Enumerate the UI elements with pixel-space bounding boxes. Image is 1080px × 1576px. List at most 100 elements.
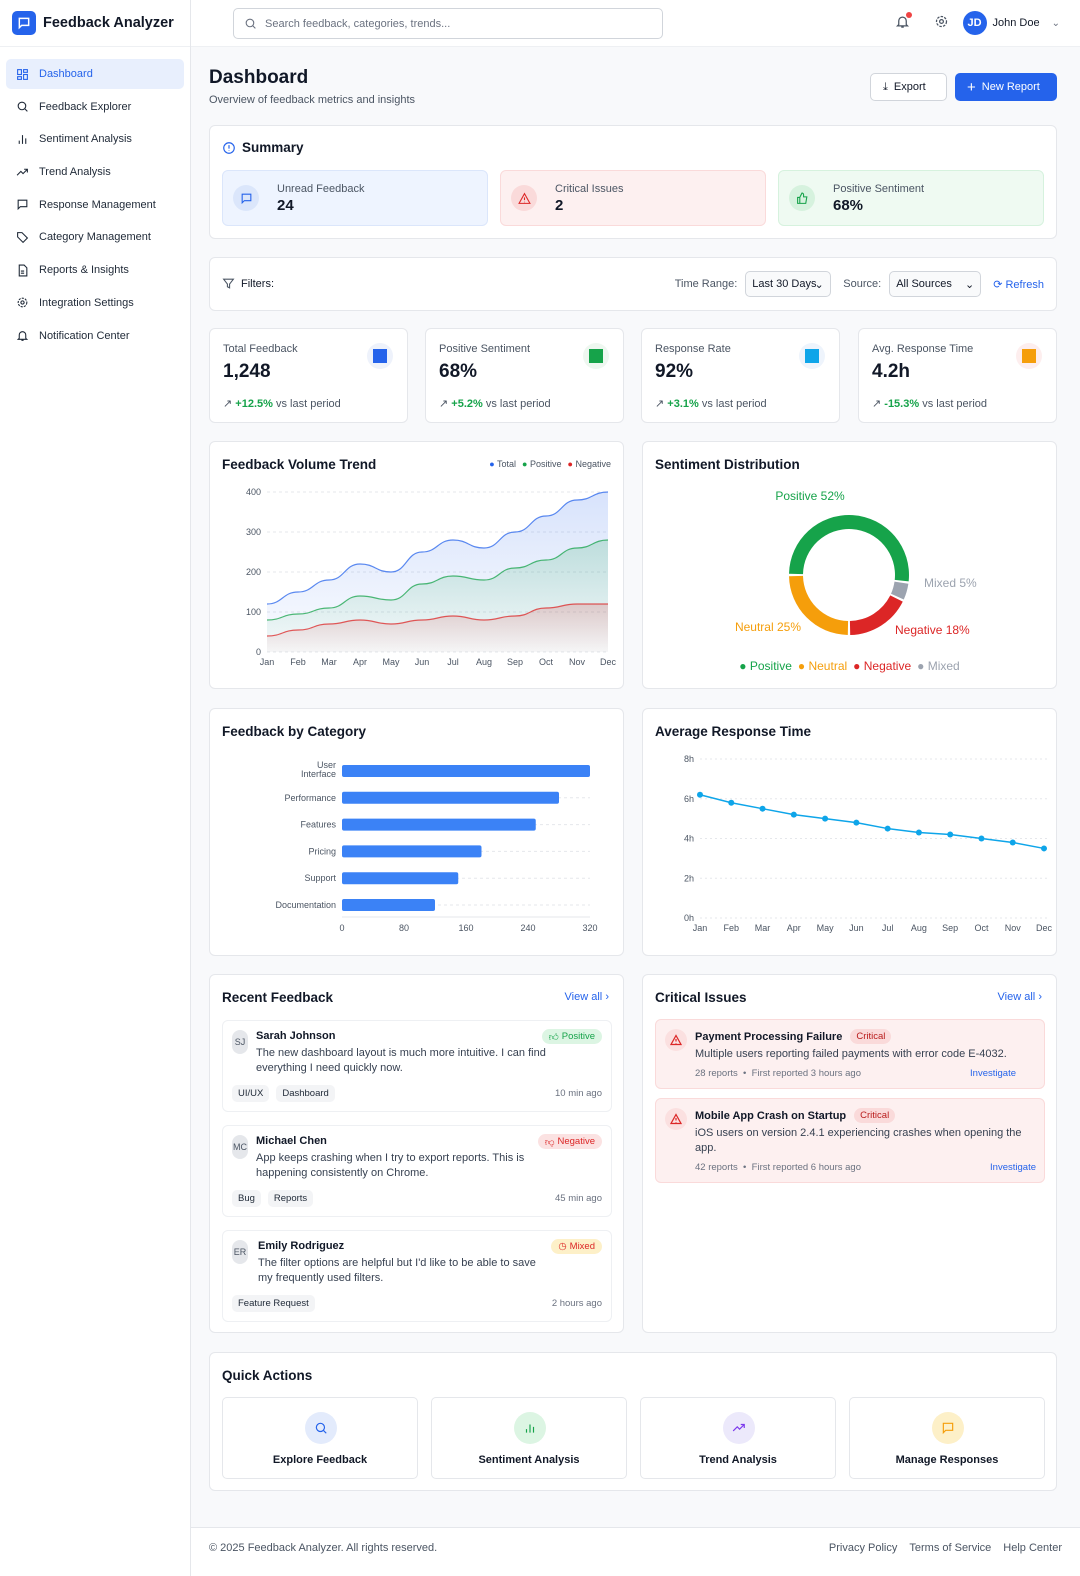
view-all-link[interactable]: View all › xyxy=(565,991,609,1003)
feedback-item[interactable]: ER Emily Rodriguez The filter options ar… xyxy=(222,1230,612,1322)
avatar: JD xyxy=(962,11,987,35)
metric-delta: ↗ +3.1% vs last period xyxy=(655,398,767,410)
slice-label: Negative 18% xyxy=(895,623,970,637)
tag[interactable]: Reports xyxy=(267,1190,314,1207)
sidebar-item-feedback-explorer[interactable]: Feedback Explorer xyxy=(6,92,184,122)
sidebar-item-reports-insights[interactable]: Reports & Insights xyxy=(6,255,184,285)
quick-actions-card: Quick Actions Explore Feedback Sentiment… xyxy=(209,1352,1057,1491)
alert-triangle-icon xyxy=(665,1029,687,1051)
footer-link-privacy[interactable]: Privacy Policy xyxy=(828,1542,898,1554)
y-tick-label: 2h xyxy=(684,873,694,883)
sidebar-item-integration-settings[interactable]: Integration Settings xyxy=(6,288,184,318)
view-all-link[interactable]: View all › xyxy=(998,991,1042,1003)
line-total xyxy=(266,491,609,605)
tag[interactable]: Dashboard xyxy=(276,1085,335,1102)
refresh-button[interactable]: ⟳ Refresh xyxy=(993,278,1044,291)
legend-label: Mixed xyxy=(927,659,960,673)
view-all-label: View all xyxy=(564,991,603,1003)
legend-label: Negative xyxy=(575,459,611,469)
avatar: SJ xyxy=(232,1030,248,1054)
quick-action-label: Manage Responses xyxy=(895,1454,999,1466)
x-tick-label: Jul xyxy=(447,657,459,667)
quick-action-trend-analysis[interactable]: Trend Analysis xyxy=(640,1397,836,1479)
metric-label: Total Feedback xyxy=(223,343,298,355)
sidebar-item-response-management[interactable]: Response Management xyxy=(6,190,184,220)
summary-unread[interactable]: Unread Feedback 24 xyxy=(222,170,488,226)
user-menu[interactable]: JD John Doe ⌄ xyxy=(962,11,1060,35)
x-tick-label: Jun xyxy=(415,657,430,667)
tag[interactable]: Feature Request xyxy=(232,1295,315,1312)
data-point xyxy=(884,825,891,832)
time-range-select[interactable]: Last 30 Days ⌄ xyxy=(745,271,832,297)
y-tick-label: 400 xyxy=(246,487,261,497)
summary-label: Critical Issues xyxy=(555,182,624,195)
delta-value: -15.3% xyxy=(884,398,920,410)
metric-value: 92% xyxy=(655,361,694,382)
critical-issue-item[interactable]: Payment Processing Failure Critical Multi… xyxy=(655,1019,1045,1089)
delta-suffix: vs last period xyxy=(275,398,341,410)
filters-bar: Filters: Time Range: Last 30 Days ⌄ Sourc… xyxy=(209,257,1057,311)
summary-positive[interactable]: Positive Sentiment 68% xyxy=(778,170,1044,226)
sidebar-item-trend-analysis[interactable]: Trend Analysis xyxy=(6,157,184,187)
issue-text: Multiple users reporting failed payments… xyxy=(695,1048,1007,1060)
quick-action-manage-responses[interactable]: Manage Responses xyxy=(849,1397,1045,1479)
quick-action-sentiment-analysis[interactable]: Sentiment Analysis xyxy=(431,1397,627,1479)
tag[interactable]: Bug xyxy=(232,1190,261,1207)
y-tick-label: 4h xyxy=(684,834,694,844)
new-report-button[interactable]: + New Report xyxy=(955,73,1057,101)
user-name: John Doe xyxy=(992,17,1040,29)
y-tick-label: 0h xyxy=(684,913,694,923)
export-button[interactable]: ⤓ Export xyxy=(870,73,947,101)
legend-label: Neutral xyxy=(808,659,848,673)
critical-issues-card: Critical Issues View all › Payment Proce… xyxy=(642,974,1057,1333)
investigate-link[interactable]: Investigate xyxy=(970,1068,1016,1079)
sentiment-badge: 👎︎ Negative xyxy=(537,1134,602,1149)
metric-square-icon xyxy=(367,343,393,369)
quick-action-label: Trend Analysis xyxy=(699,1454,777,1466)
notifications-button[interactable] xyxy=(895,12,912,32)
tag[interactable]: UI/UX xyxy=(232,1085,270,1102)
delta-suffix: vs last period xyxy=(701,398,767,410)
metric-positive-sentiment: Positive Sentiment 68% ↗ +5.2% vs last per… xyxy=(425,328,624,423)
investigate-link[interactable]: Investigate xyxy=(990,1162,1036,1173)
critical-issue-item[interactable]: Mobile App Crash on Startup Critical iOS … xyxy=(655,1098,1045,1183)
y-tick-label: 0 xyxy=(256,647,261,657)
x-tick-label: Nov xyxy=(569,657,586,667)
sidebar-item-dashboard[interactable]: Dashboard xyxy=(6,59,184,89)
legend-label: Negative xyxy=(863,659,912,673)
chart-title: Sentiment Distribution xyxy=(655,457,800,472)
x-tick-label: Jun xyxy=(849,923,864,933)
source-select[interactable]: All Sources ⌄ xyxy=(889,271,982,297)
sidebar-item-category-management[interactable]: Category Management xyxy=(6,222,184,252)
sidebar-item-notification-center[interactable]: Notification Center xyxy=(6,321,184,351)
footer-link-terms[interactable]: Terms of Service xyxy=(909,1542,992,1554)
response-time-line-chart: 0h 2h 4h 6h 8h Jan Feb Mar Apr May Jun Jul Aug Sep Oct… xyxy=(684,754,1053,933)
metric-square-icon xyxy=(799,343,825,369)
footer-link-help[interactable]: Help Center xyxy=(1003,1542,1062,1554)
data-point xyxy=(759,805,766,812)
settings-button[interactable] xyxy=(934,14,949,32)
metric-delta: ↗ +12.5% vs last period xyxy=(223,398,341,410)
metric-avg-response-time: Avg. Response Time 4.2h ↗ -15.3% vs last p… xyxy=(858,328,1057,423)
bar xyxy=(342,765,590,777)
y-tick-label: 300 xyxy=(246,527,261,537)
line-negative xyxy=(266,603,608,637)
sidebar-nav: Dashboard Feedback Explorer Sentiment An… xyxy=(0,47,190,365)
quick-action-explore-feedback[interactable]: Explore Feedback xyxy=(222,1397,418,1479)
summary-critical[interactable]: Critical Issues 2 xyxy=(500,170,766,226)
metric-value: 4.2h xyxy=(872,361,911,382)
area-negative xyxy=(267,604,608,652)
y-tick-label: Interface xyxy=(301,769,336,779)
feedback-item[interactable]: MC Michael Chen App keeps crashing when … xyxy=(222,1125,612,1217)
bar xyxy=(342,791,559,804)
legend-item: ● Total xyxy=(489,459,517,469)
feedback-item[interactable]: SJ Sarah Johnson The new dashboard layou… xyxy=(222,1020,612,1112)
issue-text: iOS users on version 2.4.1 experiencing … xyxy=(695,1127,1022,1154)
issue-meta: 28 reports • First reported 3 hours ago xyxy=(695,1068,861,1079)
sidebar-item-sentiment-analysis[interactable]: Sentiment Analysis xyxy=(6,124,184,154)
y-tick-label: 8h xyxy=(684,754,694,764)
brand[interactable]: Feedback Analyzer xyxy=(0,0,190,47)
summary-card: Summary Unread Feedback 24 Critical Issue… xyxy=(209,125,1057,239)
search-input[interactable]: Search feedback, categories, trends... xyxy=(233,8,663,39)
